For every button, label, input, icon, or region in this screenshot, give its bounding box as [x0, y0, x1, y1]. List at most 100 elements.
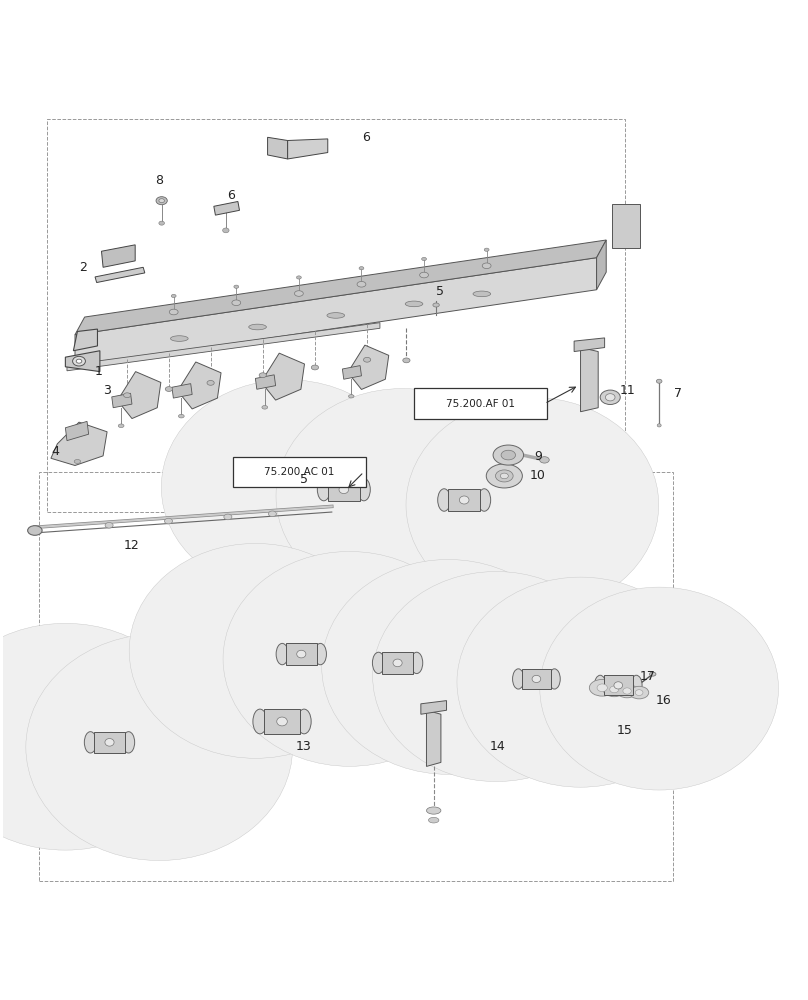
Ellipse shape [223, 228, 229, 233]
Ellipse shape [422, 257, 427, 261]
Ellipse shape [253, 709, 267, 734]
Ellipse shape [297, 650, 306, 658]
Ellipse shape [276, 389, 528, 603]
Ellipse shape [314, 643, 326, 665]
Ellipse shape [510, 622, 651, 742]
Ellipse shape [512, 669, 524, 689]
Polygon shape [288, 139, 328, 159]
Ellipse shape [549, 669, 560, 689]
Ellipse shape [183, 589, 328, 712]
Ellipse shape [405, 301, 423, 307]
Ellipse shape [372, 571, 620, 782]
Ellipse shape [500, 473, 508, 479]
Polygon shape [102, 245, 135, 267]
Ellipse shape [419, 272, 428, 278]
Ellipse shape [76, 359, 82, 363]
Bar [264, 709, 300, 734]
Ellipse shape [600, 390, 621, 405]
Ellipse shape [501, 450, 516, 460]
Ellipse shape [232, 300, 241, 306]
Polygon shape [347, 345, 389, 389]
Ellipse shape [297, 709, 311, 734]
Ellipse shape [170, 336, 188, 341]
Text: 14: 14 [490, 740, 506, 753]
Ellipse shape [532, 675, 541, 683]
Polygon shape [75, 240, 606, 335]
Text: 4: 4 [51, 445, 59, 458]
Polygon shape [172, 384, 192, 398]
Ellipse shape [460, 496, 469, 504]
Polygon shape [612, 204, 640, 248]
Ellipse shape [327, 313, 345, 318]
Text: 3: 3 [103, 384, 111, 397]
Ellipse shape [129, 543, 382, 758]
Ellipse shape [603, 682, 625, 697]
Text: 15: 15 [617, 724, 633, 737]
Polygon shape [596, 240, 606, 290]
Text: 13: 13 [296, 740, 312, 753]
Text: 75.200.AF 01: 75.200.AF 01 [446, 399, 515, 409]
Text: 7: 7 [675, 387, 683, 400]
Ellipse shape [364, 357, 371, 362]
Ellipse shape [330, 435, 474, 557]
Polygon shape [261, 353, 305, 400]
Polygon shape [343, 366, 361, 379]
Ellipse shape [159, 221, 165, 225]
Text: 6: 6 [228, 189, 235, 202]
Ellipse shape [262, 406, 267, 409]
Ellipse shape [277, 597, 422, 720]
Polygon shape [117, 372, 161, 419]
Polygon shape [67, 323, 380, 371]
Ellipse shape [234, 285, 238, 288]
Polygon shape [178, 362, 221, 409]
Ellipse shape [0, 672, 141, 802]
Ellipse shape [84, 732, 96, 753]
Ellipse shape [159, 199, 165, 203]
Ellipse shape [162, 380, 414, 595]
Ellipse shape [484, 248, 489, 251]
Ellipse shape [493, 445, 524, 465]
Polygon shape [75, 258, 596, 367]
Text: 2: 2 [79, 261, 87, 274]
Ellipse shape [478, 489, 490, 511]
Ellipse shape [26, 634, 292, 861]
Ellipse shape [617, 684, 638, 698]
Ellipse shape [318, 478, 330, 501]
Ellipse shape [623, 688, 631, 694]
Ellipse shape [540, 457, 549, 463]
Polygon shape [65, 421, 89, 441]
Ellipse shape [207, 380, 214, 385]
Bar [328, 478, 360, 501]
Ellipse shape [433, 303, 440, 307]
Bar [522, 669, 551, 689]
Ellipse shape [276, 643, 288, 665]
Polygon shape [74, 329, 98, 351]
Bar [39, 472, 673, 881]
Polygon shape [580, 348, 598, 412]
Ellipse shape [461, 443, 604, 566]
Ellipse shape [83, 682, 235, 812]
Polygon shape [65, 351, 100, 372]
Polygon shape [267, 137, 288, 159]
Polygon shape [95, 267, 145, 283]
Ellipse shape [495, 470, 513, 482]
Ellipse shape [348, 395, 354, 398]
Ellipse shape [249, 324, 267, 330]
Polygon shape [427, 710, 441, 766]
Ellipse shape [357, 281, 366, 287]
Ellipse shape [311, 365, 318, 370]
Ellipse shape [438, 489, 451, 511]
Ellipse shape [359, 267, 364, 270]
Ellipse shape [393, 659, 402, 667]
Ellipse shape [276, 717, 288, 726]
Ellipse shape [376, 606, 520, 728]
Ellipse shape [105, 739, 114, 746]
FancyBboxPatch shape [414, 388, 547, 419]
Ellipse shape [656, 379, 662, 383]
Polygon shape [421, 701, 447, 714]
Polygon shape [214, 201, 239, 215]
Ellipse shape [294, 291, 303, 296]
Polygon shape [112, 393, 132, 408]
Ellipse shape [426, 617, 567, 737]
Ellipse shape [630, 675, 642, 695]
